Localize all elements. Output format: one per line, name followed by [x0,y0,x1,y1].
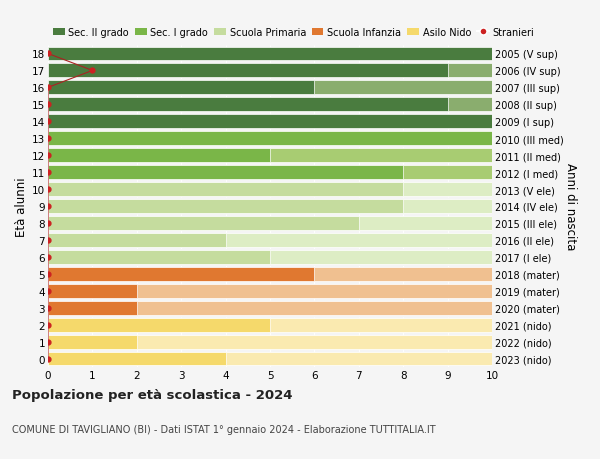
Bar [48,183,403,196]
Bar [48,352,226,366]
Bar [48,183,492,196]
Bar [48,200,492,213]
Bar [48,318,492,332]
Bar [48,335,137,349]
Bar [48,267,314,281]
Bar [48,132,492,146]
Bar [48,267,492,281]
Bar [48,98,492,112]
Bar [48,64,448,78]
Legend: Sec. II grado, Sec. I grado, Scuola Primaria, Scuola Infanzia, Asilo Nido, Stran: Sec. II grado, Sec. I grado, Scuola Prim… [53,28,534,38]
Y-axis label: Anni di nascita: Anni di nascita [565,163,577,250]
Bar [48,132,492,146]
Bar [48,301,137,315]
Bar [48,81,314,95]
Bar [48,98,448,112]
Bar [48,284,137,298]
Bar [48,335,492,349]
Bar [48,234,492,247]
Bar [48,301,492,315]
Bar [48,47,492,62]
Bar [48,81,492,95]
Bar [48,115,492,129]
Bar [48,217,492,230]
Bar [48,352,492,366]
Bar [48,250,492,264]
Bar [48,149,492,163]
Bar [48,284,492,298]
Bar [48,64,492,78]
Bar [48,200,403,213]
Bar [48,166,492,179]
Bar [48,217,359,230]
Bar [48,318,270,332]
Text: COMUNE DI TAVIGLIANO (BI) - Dati ISTAT 1° gennaio 2024 - Elaborazione TUTTITALIA: COMUNE DI TAVIGLIANO (BI) - Dati ISTAT 1… [12,425,436,435]
Text: Popolazione per età scolastica - 2024: Popolazione per età scolastica - 2024 [12,388,293,401]
Bar [48,115,492,129]
Bar [48,166,403,179]
Y-axis label: Età alunni: Età alunni [15,177,28,236]
Bar [48,47,492,62]
Bar [48,250,270,264]
Bar [48,149,270,163]
Bar [48,234,226,247]
